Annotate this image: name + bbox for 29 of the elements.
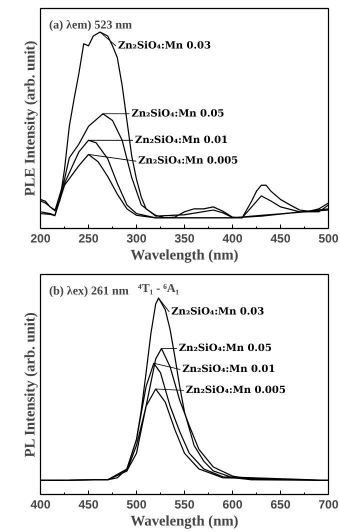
x-tick-label: 250 [78,232,99,246]
x-tick-label: 450 [78,498,99,512]
x-tick-label: 700 [318,498,339,512]
x-tick-label: 450 [270,232,291,246]
y-axis-title: PLE Intensity (arb. unit) [22,40,38,196]
text: (b) λex) 261 nm [49,283,129,298]
x-tick-label: 550 [174,498,195,512]
annotation: ⁴T₁ - ⁶A₁ [138,281,180,296]
x-tick-label: 300 [126,232,147,246]
x-axis-title: Wavelength (nm) [130,514,239,530]
x-tick-label: 500 [126,498,147,512]
x-tick-label: 400 [222,232,243,246]
legend-label: Zn₂SiO₄:Mn 0.05 [131,108,224,120]
legend-label: Zn₂SiO₄:Mn 0.01 [182,364,276,375]
legend-label: Zn₂SiO₄:Mn 0.05 [178,343,272,354]
y-axis-title: PL Intensity (arb. unit) [22,312,38,458]
legend-label: Zn₂SiO₄:Mn 0.01 [135,134,228,146]
x-tick-label: 650 [270,498,291,512]
x-tick-label: 500 [318,232,339,246]
x-tick-label: 350 [174,232,195,246]
x-tick-label: 600 [222,498,243,512]
text: (a) λem) 523 nm [49,17,132,32]
legend-label: Zn₂SiO₄:Mn 0.005 [186,384,286,396]
x-axis-title: Wavelength (nm) [130,248,239,264]
legend-label: Zn₂SiO₄:Mn 0.005 [138,156,238,167]
legend-label: Zn₂SiO₄:Mn 0.03 [118,40,211,52]
legend-label: Zn₂SiO₄:Mn 0.03 [171,306,264,318]
x-tick-label: 400 [30,498,51,512]
x-tick-label: 200 [30,232,51,246]
